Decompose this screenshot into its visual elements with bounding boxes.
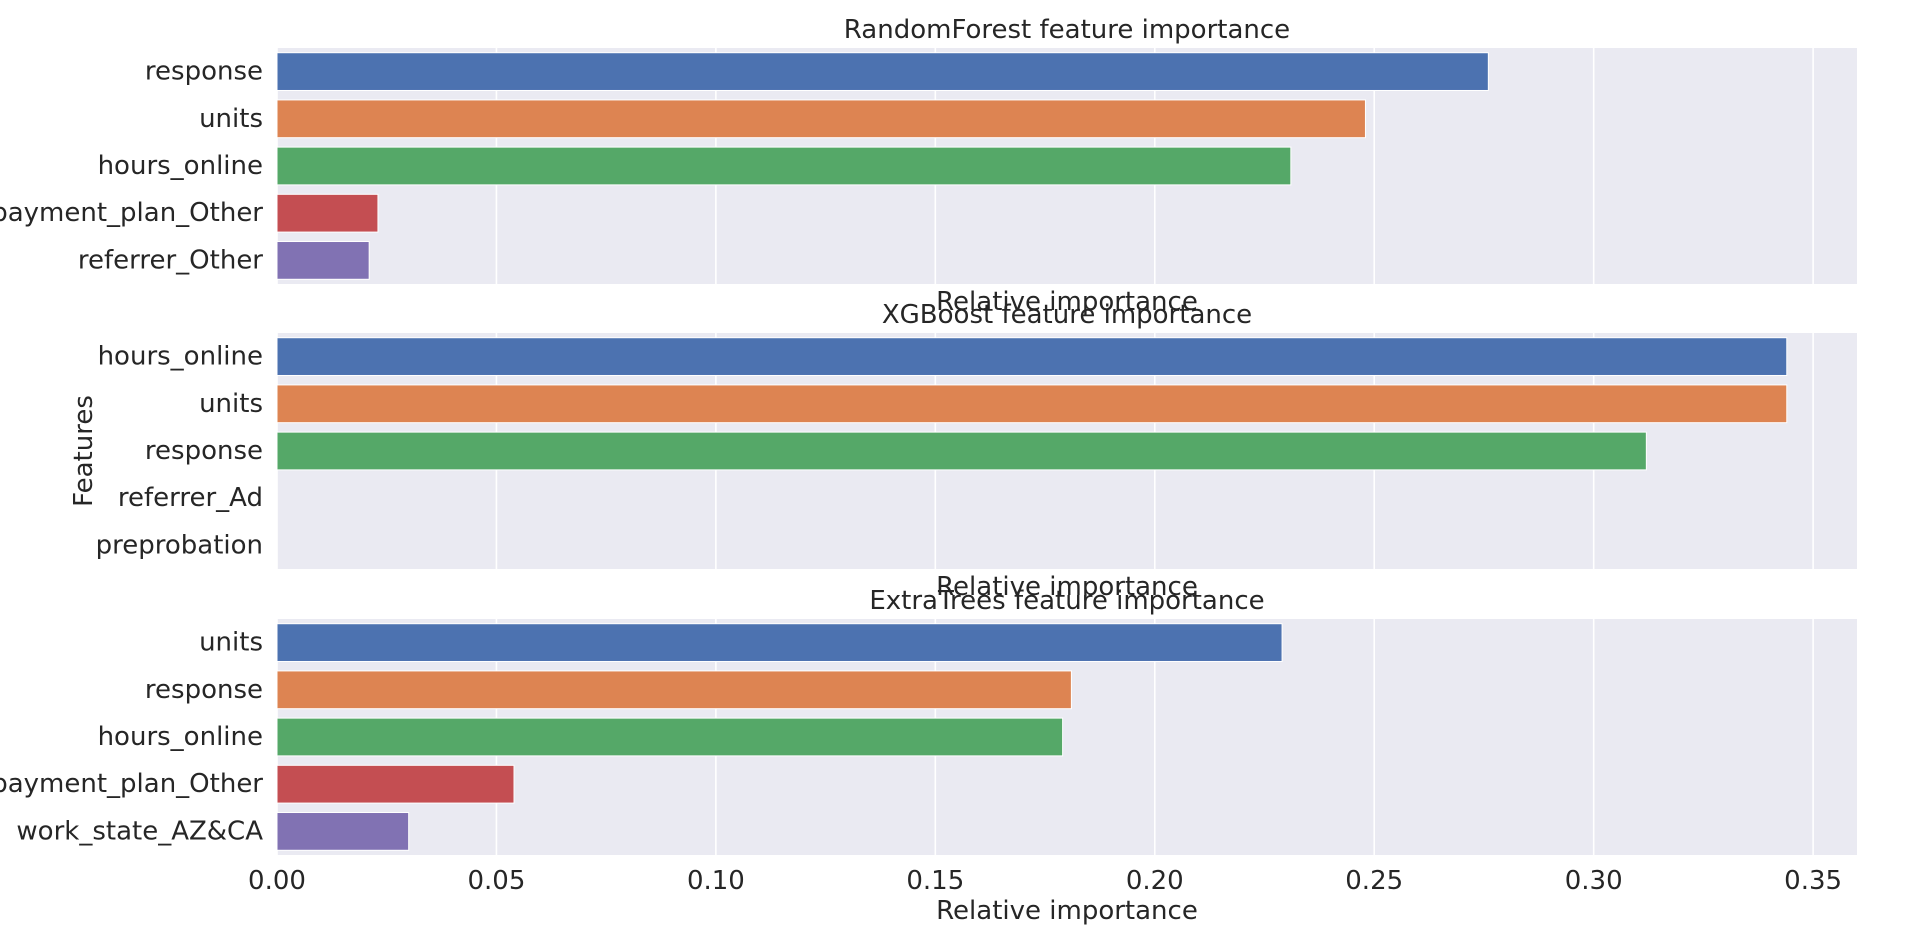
bar-payment-plan-other [276,193,379,233]
x-tick-label: 0.20 [1126,866,1184,896]
x-axis-label: Relative importance [936,896,1198,926]
y-tick-label: units [199,104,263,134]
bar-units [276,99,1366,139]
bar-units [276,384,1788,424]
y-tick-label: payment_plan_Other [0,198,263,228]
bar-referrer-other [276,241,370,280]
y-tick-label: response [145,436,263,466]
subplot-1: response units hours_online payment_plan_Ot… [0,15,1857,317]
bar-payment-plan-other [276,764,515,804]
x-tick-label: 0.10 [687,866,745,896]
y-tick-label: work_state_AZ&CA [16,816,263,846]
y-tick-label: payment_plan_Other [0,769,263,799]
bar-response [276,431,1647,471]
chart-title: RandomForest feature importance [844,15,1290,45]
y-tick-label: referrer_Ad [118,483,263,513]
y-tick-label: response [145,675,263,705]
x-axis-label: Relative importance [936,572,1198,602]
x-tick-label: 0.15 [906,866,964,896]
chart-title: ExtraTrees feature importance [869,586,1264,616]
y-tick-label: hours_online [98,722,263,752]
bar-hours-online [276,146,1292,186]
y-tick-label: hours_online [98,342,263,372]
y-tick-label: units [199,389,263,419]
x-tick-label: 0.35 [1784,866,1842,896]
bar-units [276,623,1283,662]
bar-hours-online [276,717,1064,757]
bar-work-state-az-ca [276,812,410,851]
bar-response [276,52,1489,91]
y-tick-label: preprobation [96,530,263,560]
bar-response [276,670,1072,710]
y-tick-label: units [199,628,263,658]
y-axis-label: Features [69,395,99,507]
x-tick-label: 0.25 [1345,866,1403,896]
y-tick-label: response [145,57,263,87]
bar-hours-online [276,337,1788,376]
x-tick-label: 0.05 [467,866,525,896]
x-axis-label: Relative importance [936,287,1198,317]
x-tick-label: 0.30 [1565,866,1623,896]
subplot-3: units response hours_online payment_plan_Ot… [0,586,1857,926]
y-tick-label: referrer_Other [78,245,263,275]
chart-title: XGBoost feature importance [882,300,1252,330]
y-tick-label: hours_online [98,151,263,181]
x-tick-label: 0.00 [248,866,306,896]
